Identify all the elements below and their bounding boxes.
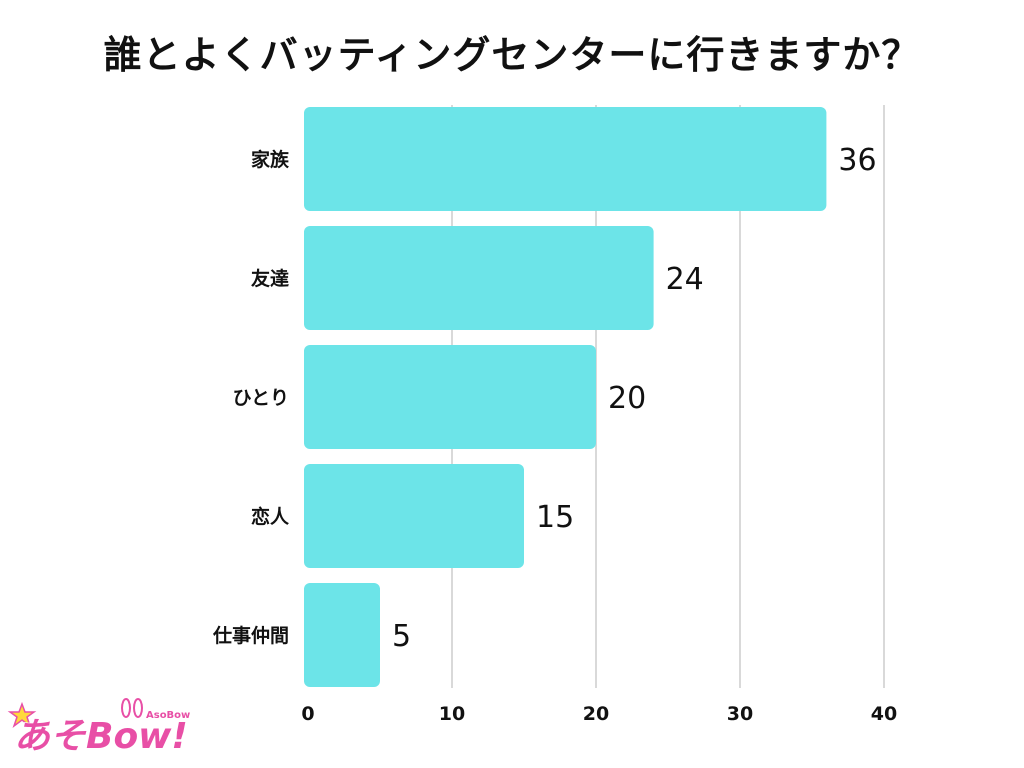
category-label: ひとり — [233, 387, 289, 409]
x-tick-label: 10 — [439, 703, 465, 725]
logo-star-icon — [7, 701, 37, 729]
category-label: 友達 — [251, 267, 289, 290]
bar — [304, 345, 596, 449]
bars — [304, 107, 827, 687]
value-label: 5 — [392, 619, 411, 654]
value-label: 36 — [838, 143, 876, 178]
bar — [304, 464, 524, 568]
value-label: 20 — [608, 381, 646, 416]
logo-sub-text: AsoBow — [146, 710, 190, 721]
logo-text: あそBow! — [14, 716, 188, 757]
bar — [304, 107, 827, 211]
labels: 0 10 20 30 40 家族 36 友達 24 ひとり 20 恋人 15 仕事仲間 5 — [212, 143, 897, 725]
category-label: 家族 — [251, 148, 290, 171]
x-tick-label: 40 — [871, 703, 897, 725]
x-tick-label: 30 — [727, 703, 753, 725]
x-tick-label: 20 — [583, 703, 609, 725]
logo-rabbit-icon — [121, 698, 143, 718]
value-label: 24 — [666, 262, 704, 297]
bar — [304, 226, 654, 330]
x-tick-label: 0 — [301, 703, 314, 725]
chart-title: 誰とよくバッティングセンターに行きますか？ — [103, 33, 921, 77]
bar — [304, 583, 380, 687]
value-label: 15 — [536, 500, 574, 535]
asobow-logo: あそBow! AsoBow — [7, 698, 190, 758]
category-label: 仕事仲間 — [212, 624, 289, 647]
category-label: 恋人 — [251, 505, 290, 528]
